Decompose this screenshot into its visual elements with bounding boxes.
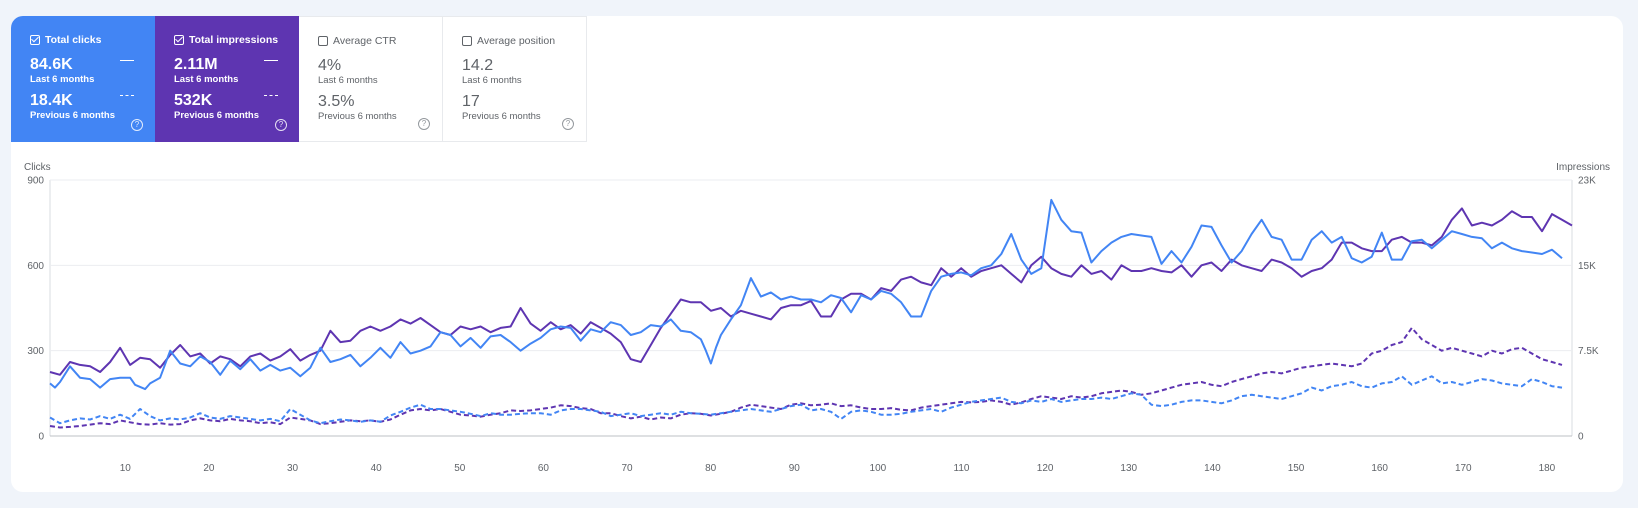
metric-tile-total-impressions[interactable]: Total impressions 2.11M Last 6 months 53… (155, 16, 299, 142)
metric-tile-average-ctr[interactable]: Average CTR 4% Last 6 months 3.5% Previo… (299, 16, 443, 142)
metric-tile-average-position[interactable]: Average position 14.2 Last 6 months 17 P… (443, 16, 587, 142)
x-tick-label: 40 (371, 463, 383, 474)
metric-current-value: 4% (318, 57, 342, 74)
y-right-tick-label: 7.5K (1578, 346, 1599, 357)
x-tick-label: 80 (705, 463, 717, 474)
metric-current-value: 14.2 (462, 57, 494, 74)
x-tick-label: 10 (120, 463, 132, 474)
y-left-tick-label: 300 (27, 346, 44, 357)
metric-current-period: Last 6 months (318, 75, 378, 86)
y-left-tick-label: 0 (38, 432, 44, 443)
metric-label: Total impressions (189, 34, 279, 46)
help-icon[interactable]: ? (275, 119, 287, 131)
clicks-dashed-series-line (49, 375, 1563, 425)
x-tick-label: 180 (1539, 463, 1556, 474)
y-left-tick-label: 600 (27, 261, 44, 272)
x-tick-label: 150 (1288, 463, 1305, 474)
metric-previous-value: 532K (174, 92, 213, 109)
metric-label: Average CTR (333, 35, 397, 47)
x-tick-label: 130 (1120, 463, 1137, 474)
y-left-axis-label: Clicks (24, 162, 51, 173)
metric-label: Average position (477, 35, 556, 47)
dashed-line-legend-icon (264, 95, 278, 96)
x-tick-label: 90 (789, 463, 801, 474)
x-tick-label: 160 (1371, 463, 1388, 474)
metric-current-period: Last 6 months (462, 75, 522, 86)
impressions-solid-series-line (49, 207, 1573, 376)
solid-line-legend-icon (120, 60, 134, 61)
x-tick-label: 60 (538, 463, 550, 474)
y-left-tick-label: 900 (27, 176, 44, 187)
metric-tile-total-clicks[interactable]: Total clicks 84.6K Last 6 months 18.4K P… (11, 16, 155, 142)
checkbox-unchecked-icon[interactable] (318, 36, 328, 46)
y-right-axis-label: Impressions (1556, 162, 1610, 173)
x-tick-label: 70 (621, 463, 633, 474)
help-icon[interactable]: ? (562, 118, 574, 130)
dashed-line-legend-icon (120, 95, 134, 96)
checkbox-checked-icon[interactable] (30, 35, 40, 45)
x-tick-label: 100 (870, 463, 887, 474)
metric-current-value: 2.11M (174, 56, 218, 73)
metric-current-period: Last 6 months (30, 74, 95, 85)
metric-current-period: Last 6 months (174, 74, 239, 85)
metric-current-value: 84.6K (30, 56, 73, 73)
x-tick-label: 20 (203, 463, 215, 474)
y-right-tick-label: 23K (1578, 176, 1596, 187)
y-right-tick-label: 0 (1578, 432, 1584, 443)
metric-label: Total clicks (45, 34, 102, 46)
y-right-tick-label: 15K (1578, 261, 1596, 272)
clicks-solid-series-line (49, 198, 1563, 391)
metric-previous-value: 3.5% (318, 93, 355, 110)
x-tick-label: 170 (1455, 463, 1472, 474)
x-tick-label: 50 (454, 463, 466, 474)
help-icon[interactable]: ? (131, 119, 143, 131)
x-tick-label: 140 (1204, 463, 1221, 474)
x-tick-label: 110 (954, 463, 970, 474)
metric-previous-period: Previous 6 months (318, 111, 397, 122)
impressions-dashed-series-line (49, 326, 1563, 429)
metric-previous-period: Previous 6 months (30, 110, 115, 121)
metric-previous-value: 18.4K (30, 92, 73, 109)
metric-previous-period: Previous 6 months (174, 110, 259, 121)
checkbox-unchecked-icon[interactable] (462, 36, 472, 46)
help-icon[interactable]: ? (418, 118, 430, 130)
metric-previous-value: 17 (462, 93, 480, 110)
x-tick-label: 120 (1037, 463, 1054, 474)
metric-previous-period: Previous 6 months (462, 111, 541, 122)
checkbox-checked-icon[interactable] (174, 35, 184, 45)
solid-line-legend-icon (264, 60, 278, 61)
x-tick-label: 30 (287, 463, 299, 474)
